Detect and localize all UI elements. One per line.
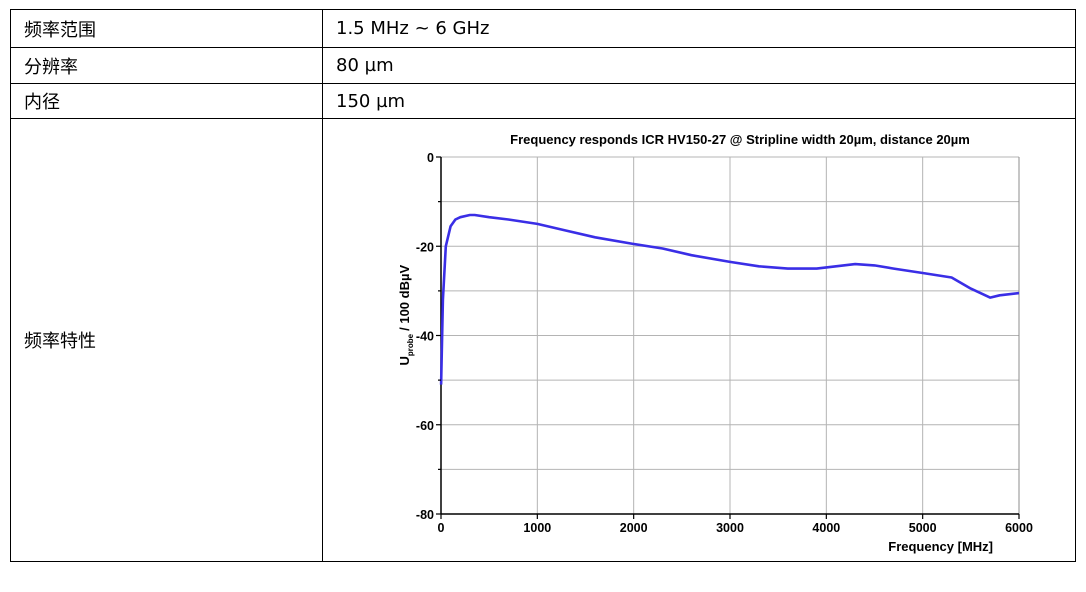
chart-title: Frequency responds ICR HV150-27 @ Stripl… <box>510 132 970 147</box>
frequency-response-chart: 0 -20 -40 -60 -80 0 1000 2000 3000 4000 5000 6000 F… <box>323 119 1075 561</box>
spec-row-frequency-range: 频率范围 1.5 MHz ~ 6 GHz <box>10 9 1076 48</box>
series-line <box>439 213 1020 385</box>
spec-value: 80 µm <box>322 47 1076 84</box>
x-tick-label: 3000 <box>716 521 744 535</box>
spec-row-resolution: 分辨率 80 µm <box>10 47 1076 84</box>
spec-table: 频率范围 1.5 MHz ~ 6 GHz 分辨率 80 µm 内径 150 µm… <box>10 9 1076 562</box>
spec-label: 分辨率 <box>10 47 323 84</box>
y-tick-label: -80 <box>416 508 434 522</box>
spec-label: 内径 <box>10 83 323 119</box>
spec-label: 频率特性 <box>10 118 323 562</box>
x-tick-label: 1000 <box>523 521 551 535</box>
spec-label: 频率范围 <box>10 9 323 48</box>
x-tick-label: 0 <box>438 521 445 535</box>
spec-row-inner-diameter: 内径 150 µm <box>10 83 1076 119</box>
spec-value: 150 µm <box>322 83 1076 119</box>
y-tick-label: -60 <box>416 419 434 433</box>
y-tick-label: 0 <box>427 151 434 165</box>
x-tick-label: 2000 <box>620 521 648 535</box>
spec-value: 1.5 MHz ~ 6 GHz <box>322 9 1076 48</box>
y-label-subscript: probe <box>406 333 415 356</box>
chart-cell: 0 -20 -40 -60 -80 0 1000 2000 3000 4000 5000 6000 F… <box>322 118 1076 562</box>
y-tick-label: -40 <box>416 330 434 344</box>
chart-ticks: 0 -20 -40 -60 -80 0 1000 2000 3000 4000 5000 6000 <box>416 151 1033 535</box>
chart-y-axis-label: Uprobe / 100 dBµV <box>397 265 415 366</box>
x-tick-label: 5000 <box>909 521 937 535</box>
y-tick-label: -20 <box>416 240 434 254</box>
x-tick-label: 6000 <box>1005 521 1033 535</box>
chart-background <box>323 119 1075 561</box>
chart-x-axis-label: Frequency [MHz] <box>888 539 993 554</box>
spec-row-frequency-response: 频率特性 0 -20 -40 -60 -80 0 1000 2000 3000 4000 5000 6… <box>10 118 1076 562</box>
y-label-main: U <box>397 356 412 365</box>
x-tick-label: 4000 <box>812 521 840 535</box>
chart-series <box>439 213 1020 385</box>
y-label-unit: / 100 dBµV <box>397 265 412 331</box>
